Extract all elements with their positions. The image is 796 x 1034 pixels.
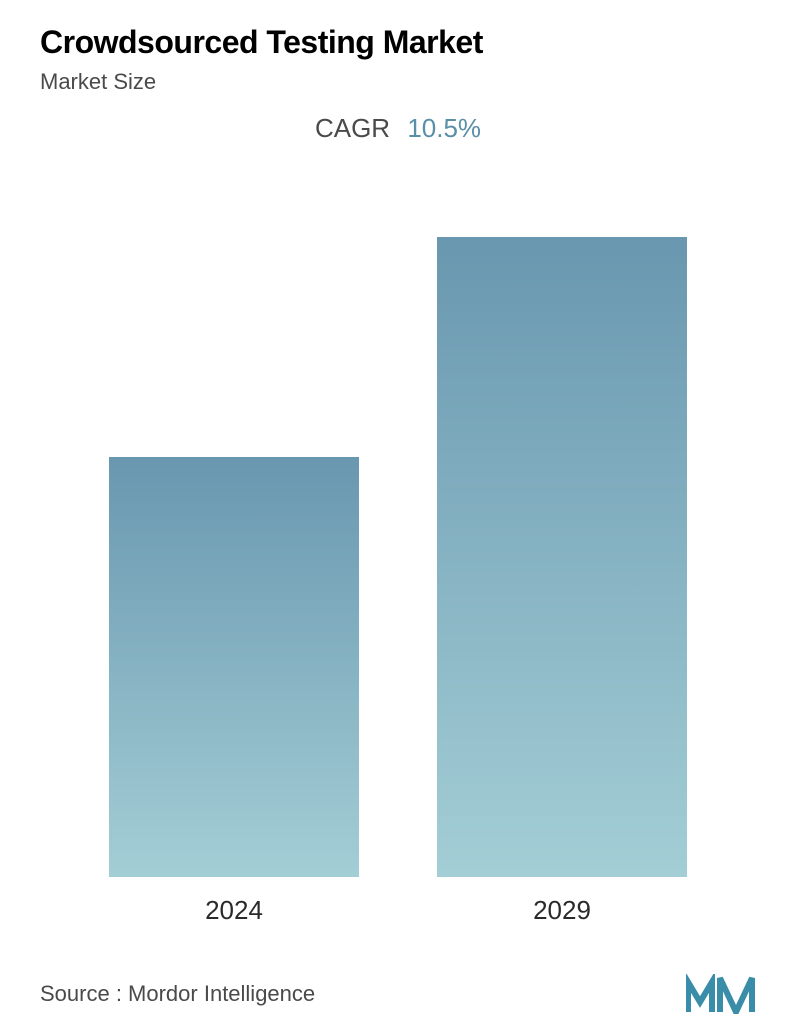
cagr-row: CAGR 10.5%	[40, 113, 756, 144]
chart-title: Crowdsourced Testing Market	[40, 24, 756, 61]
cagr-value: 10.5%	[407, 113, 481, 143]
bar-group-1: 2029	[422, 237, 702, 926]
chart-container: Crowdsourced Testing Market Market Size …	[0, 0, 796, 1034]
mordor-logo-icon	[686, 974, 756, 1014]
bar-label-2029: 2029	[533, 895, 591, 926]
cagr-label: CAGR	[315, 113, 390, 143]
bar-group-0: 2024	[94, 457, 374, 926]
bar-2029	[437, 237, 687, 877]
bar-2024	[109, 457, 359, 877]
chart-area: 2024 2029	[40, 194, 756, 936]
chart-subtitle: Market Size	[40, 69, 756, 95]
source-text: Source : Mordor Intelligence	[40, 981, 315, 1007]
bar-label-2024: 2024	[205, 895, 263, 926]
footer: Source : Mordor Intelligence	[40, 966, 756, 1014]
